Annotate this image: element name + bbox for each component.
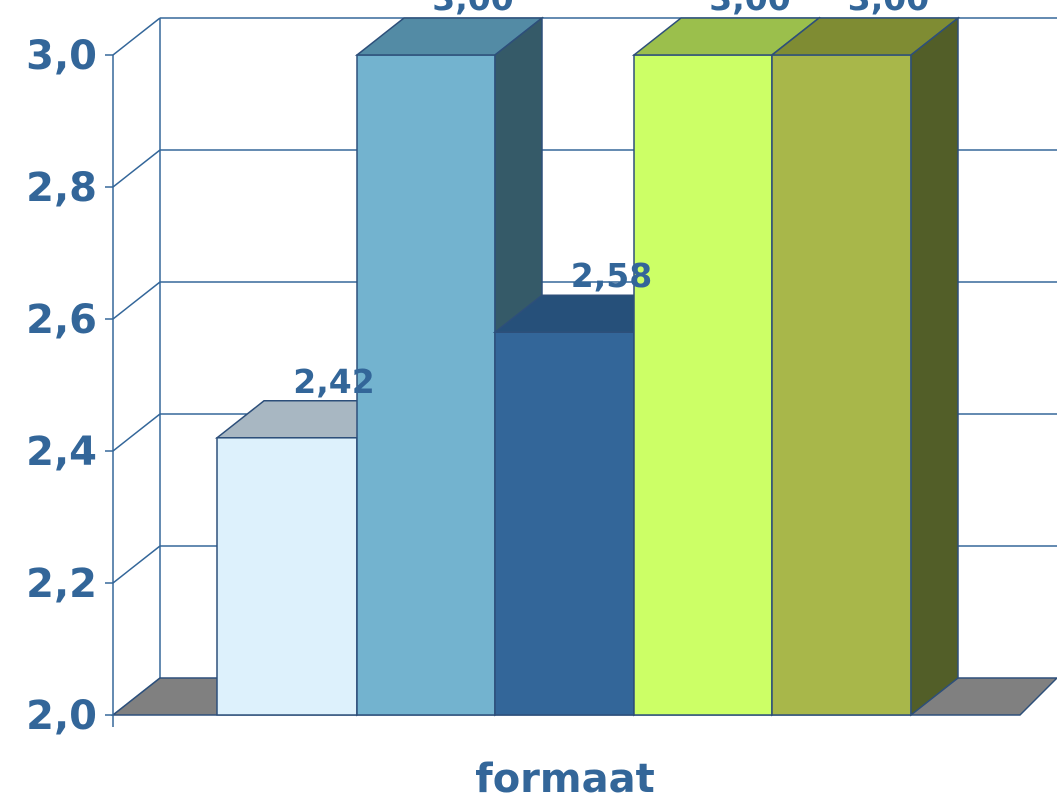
y-tick-label: 2,4 [26, 429, 97, 475]
bar-front [494, 331, 635, 716]
bar-front [771, 54, 912, 716]
bar-side [910, 16, 959, 717]
bar-front [633, 54, 773, 716]
gridline-wall [112, 17, 161, 56]
data-label: 3,00 [432, 0, 513, 18]
gridline-wall [112, 545, 161, 584]
gridline-wall [112, 281, 161, 320]
y-axis [105, 54, 114, 727]
y-tick-labels: 2,0 2,2 2,4 2,6 2,8 3,0 [26, 33, 97, 739]
bar-front [216, 437, 358, 716]
y-tick-label: 3,0 [26, 33, 97, 79]
data-label: 2,42 [293, 362, 374, 401]
bar-front [356, 54, 496, 716]
x-axis-label: formaat [475, 756, 654, 800]
data-label: 3,00 [709, 0, 790, 18]
bars [214, 16, 961, 717]
y-tick-label: 2,6 [26, 297, 97, 343]
y-tick-label: 2,8 [26, 165, 97, 211]
data-labels: 2,42 3,00 2,58 3,00 3,00 [293, 0, 929, 401]
data-label: 3,00 [848, 0, 929, 18]
gridline-wall [112, 149, 161, 188]
gridline-wall [112, 413, 161, 452]
y-tick-label: 2,2 [26, 561, 97, 607]
data-label: 2,58 [571, 256, 652, 295]
bar [769, 16, 961, 717]
y-tick-label: 2,0 [26, 693, 97, 739]
